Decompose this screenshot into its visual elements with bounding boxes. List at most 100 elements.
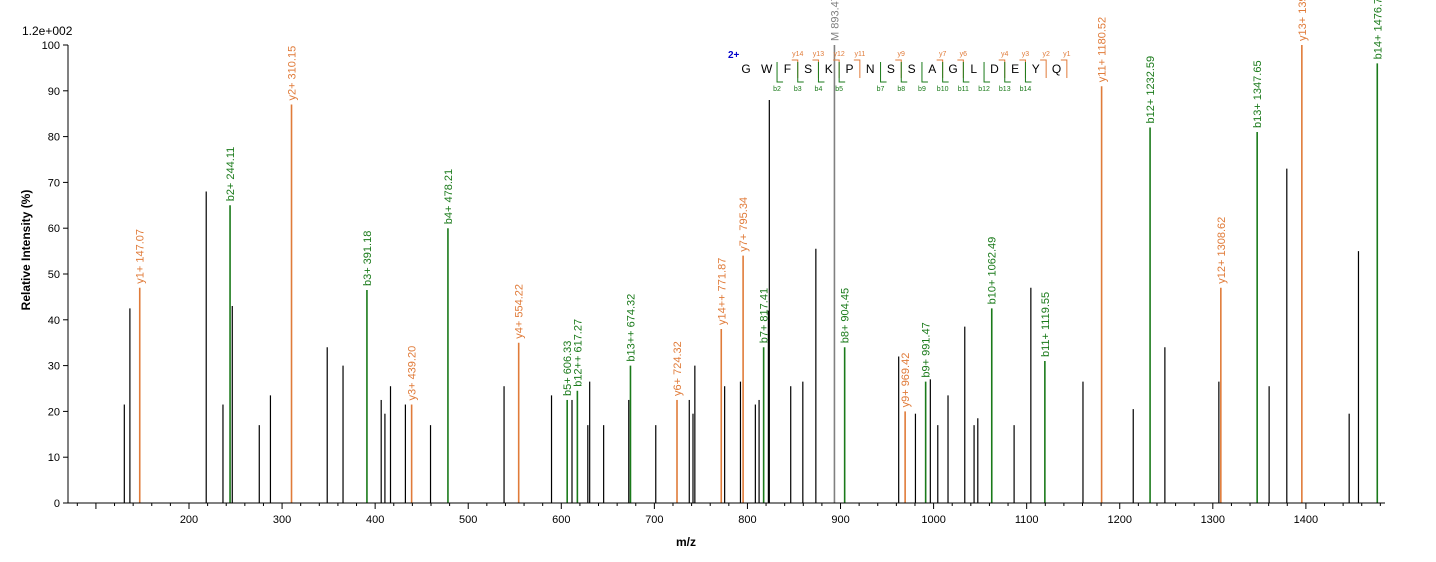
y-ion-bracket bbox=[1060, 59, 1068, 78]
b-ion-marker: b4 bbox=[815, 86, 823, 93]
peak-label-y: y1+ 147.07 bbox=[135, 229, 147, 284]
peak-label-y: y9+ 969.42 bbox=[900, 353, 912, 408]
b-ion-bracket bbox=[880, 62, 887, 83]
y-ion-bracket bbox=[853, 59, 861, 78]
b-ion-bracket bbox=[817, 62, 825, 83]
y-ion-marker: y12 bbox=[834, 51, 845, 58]
sequence-residue: F bbox=[784, 62, 791, 76]
sequence-residue: Q bbox=[1052, 62, 1061, 76]
y-ion-bracket bbox=[957, 59, 964, 78]
b-ion-marker: b14 bbox=[1020, 86, 1032, 93]
y-tick-label: 0 bbox=[54, 498, 60, 510]
peak-label-y: y3+ 439.20 bbox=[407, 346, 419, 401]
y-axis-title: Relative Intensity (%) bbox=[19, 190, 33, 311]
y-ion-marker: y3 bbox=[1022, 51, 1030, 58]
peak-labels: y1+ 147.07 b2+ 244.11 y2+ 310.15 b3+ 391.18… bbox=[135, 0, 1385, 407]
x-axis-title: m/z bbox=[676, 535, 696, 549]
b-ion-marker: b11 bbox=[958, 86, 969, 93]
peak-label-b: b2+ 244.11 bbox=[225, 147, 237, 202]
y-ion-bracket bbox=[998, 59, 1006, 78]
peak-label-y: y11+ 1180.52 bbox=[1097, 17, 1109, 82]
y-ion-marker: y14 bbox=[792, 51, 803, 58]
sequence-residue: Y bbox=[1032, 62, 1040, 76]
b-ion-marker: b9 bbox=[918, 86, 926, 93]
peak-label-b: b7+ 817.41 bbox=[759, 288, 771, 343]
sequence-residue: P bbox=[845, 62, 853, 76]
peak-label-y: y7+ 795.34 bbox=[738, 197, 750, 252]
y-ion-bracket bbox=[791, 59, 799, 78]
y-axis-ticks: 0 10 20 30 40 50 60 70 80 90 100 bbox=[42, 40, 68, 510]
sequence-residue: E bbox=[1011, 62, 1019, 76]
b-ion-marker: b13 bbox=[999, 86, 1011, 93]
x-tick-label: 800 bbox=[738, 514, 756, 526]
peak-label-b: b11+ 1119.55 bbox=[1040, 292, 1052, 357]
b-ion-marker: b8 bbox=[897, 86, 905, 93]
x-tick-label: 1100 bbox=[1015, 514, 1039, 526]
peak-label-y: y14++ 771.87 bbox=[716, 258, 728, 325]
y-ion-marker: y7 bbox=[939, 51, 947, 58]
peak-label-b: b12++ 617.27 bbox=[572, 319, 584, 387]
x-tick-label: 1000 bbox=[921, 514, 945, 526]
peak-label-b: b10+ 1062.49 bbox=[987, 237, 999, 305]
b-ion-marker: b5 bbox=[835, 86, 843, 93]
y-tick-label: 20 bbox=[48, 406, 60, 418]
b-ion-marker: b2 bbox=[773, 86, 781, 93]
y-tick-label: 50 bbox=[48, 269, 60, 281]
y-tick-label: 80 bbox=[48, 132, 60, 144]
b-ion-bracket bbox=[921, 62, 928, 83]
sequence-residue: S bbox=[887, 62, 895, 76]
peak-label-b: b13+ 1347.65 bbox=[1252, 60, 1264, 128]
charge-state: 2+ bbox=[728, 50, 740, 61]
peak-label-y: y12+ 1308.62 bbox=[1216, 217, 1228, 284]
sequence-residue: W bbox=[761, 62, 773, 76]
peak-label-precursor: M 893.47 bbox=[829, 0, 841, 41]
y-ion-bracket bbox=[1040, 59, 1047, 78]
peak-label-b: b12+ 1232.59 bbox=[1145, 56, 1157, 124]
b-ion-bracket bbox=[900, 62, 908, 83]
b-ion-bracket bbox=[1024, 62, 1032, 83]
y-ion-marker: y6 bbox=[960, 51, 968, 58]
b-ion-bracket bbox=[942, 62, 949, 83]
peak-label-y: y6+ 724.32 bbox=[672, 341, 684, 396]
peak-label-y: y13+ 1395.66 bbox=[1297, 0, 1309, 41]
y-tick-label: 100 bbox=[42, 40, 60, 52]
sequence-residue: D bbox=[990, 62, 999, 76]
x-tick-label: 1200 bbox=[1107, 514, 1131, 526]
x-tick-label: 900 bbox=[831, 514, 849, 526]
x-tick-label: 400 bbox=[366, 514, 384, 526]
y-tick-label: 90 bbox=[48, 86, 60, 98]
b-ion-marker: b12 bbox=[978, 86, 990, 93]
peak-label-y: y4+ 554.22 bbox=[514, 284, 526, 339]
peak-label-b: b4+ 478.21 bbox=[443, 169, 455, 224]
y-ion-marker: y2 bbox=[1042, 51, 1050, 58]
peak-bars bbox=[123, 45, 1379, 503]
peak-label-b: b8+ 904.45 bbox=[840, 288, 852, 343]
x-axis-ticks: 200 300 400 500 600 700 800 900 1000 1100 1200 1300… bbox=[76, 503, 1381, 526]
sequence-residue: L bbox=[970, 62, 977, 76]
sequence-residue: K bbox=[825, 62, 833, 76]
y-ion-bracket bbox=[812, 59, 819, 78]
sequence-residue: N bbox=[866, 62, 875, 76]
peak-label-b: b5+ 606.33 bbox=[562, 341, 574, 396]
peak-label-b: b3+ 391.18 bbox=[362, 231, 374, 286]
y-ion-bracket bbox=[1019, 59, 1026, 78]
b-ion-bracket bbox=[983, 62, 991, 83]
y-ion-marker: y13 bbox=[813, 51, 824, 58]
x-tick-label: 1300 bbox=[1201, 514, 1225, 526]
y-ion-marker: y11 bbox=[854, 51, 865, 58]
sequence-residue: A bbox=[928, 62, 936, 76]
y-tick-label: 40 bbox=[48, 315, 60, 327]
y-ion-marker: y9 bbox=[898, 51, 906, 58]
x-tick-label: 1400 bbox=[1294, 514, 1318, 526]
peak-label-b: b13++ 674.32 bbox=[625, 294, 637, 362]
peak-label-y: y2+ 310.15 bbox=[287, 46, 299, 101]
y-tick-label: 60 bbox=[48, 223, 60, 235]
b-ion-bracket bbox=[962, 62, 970, 83]
y-ion-bracket bbox=[936, 59, 944, 78]
y-ion-bracket bbox=[895, 59, 902, 78]
x-tick-label: 200 bbox=[180, 514, 198, 526]
x-tick-label: 300 bbox=[273, 514, 291, 526]
sequence-residue: G bbox=[948, 62, 957, 76]
